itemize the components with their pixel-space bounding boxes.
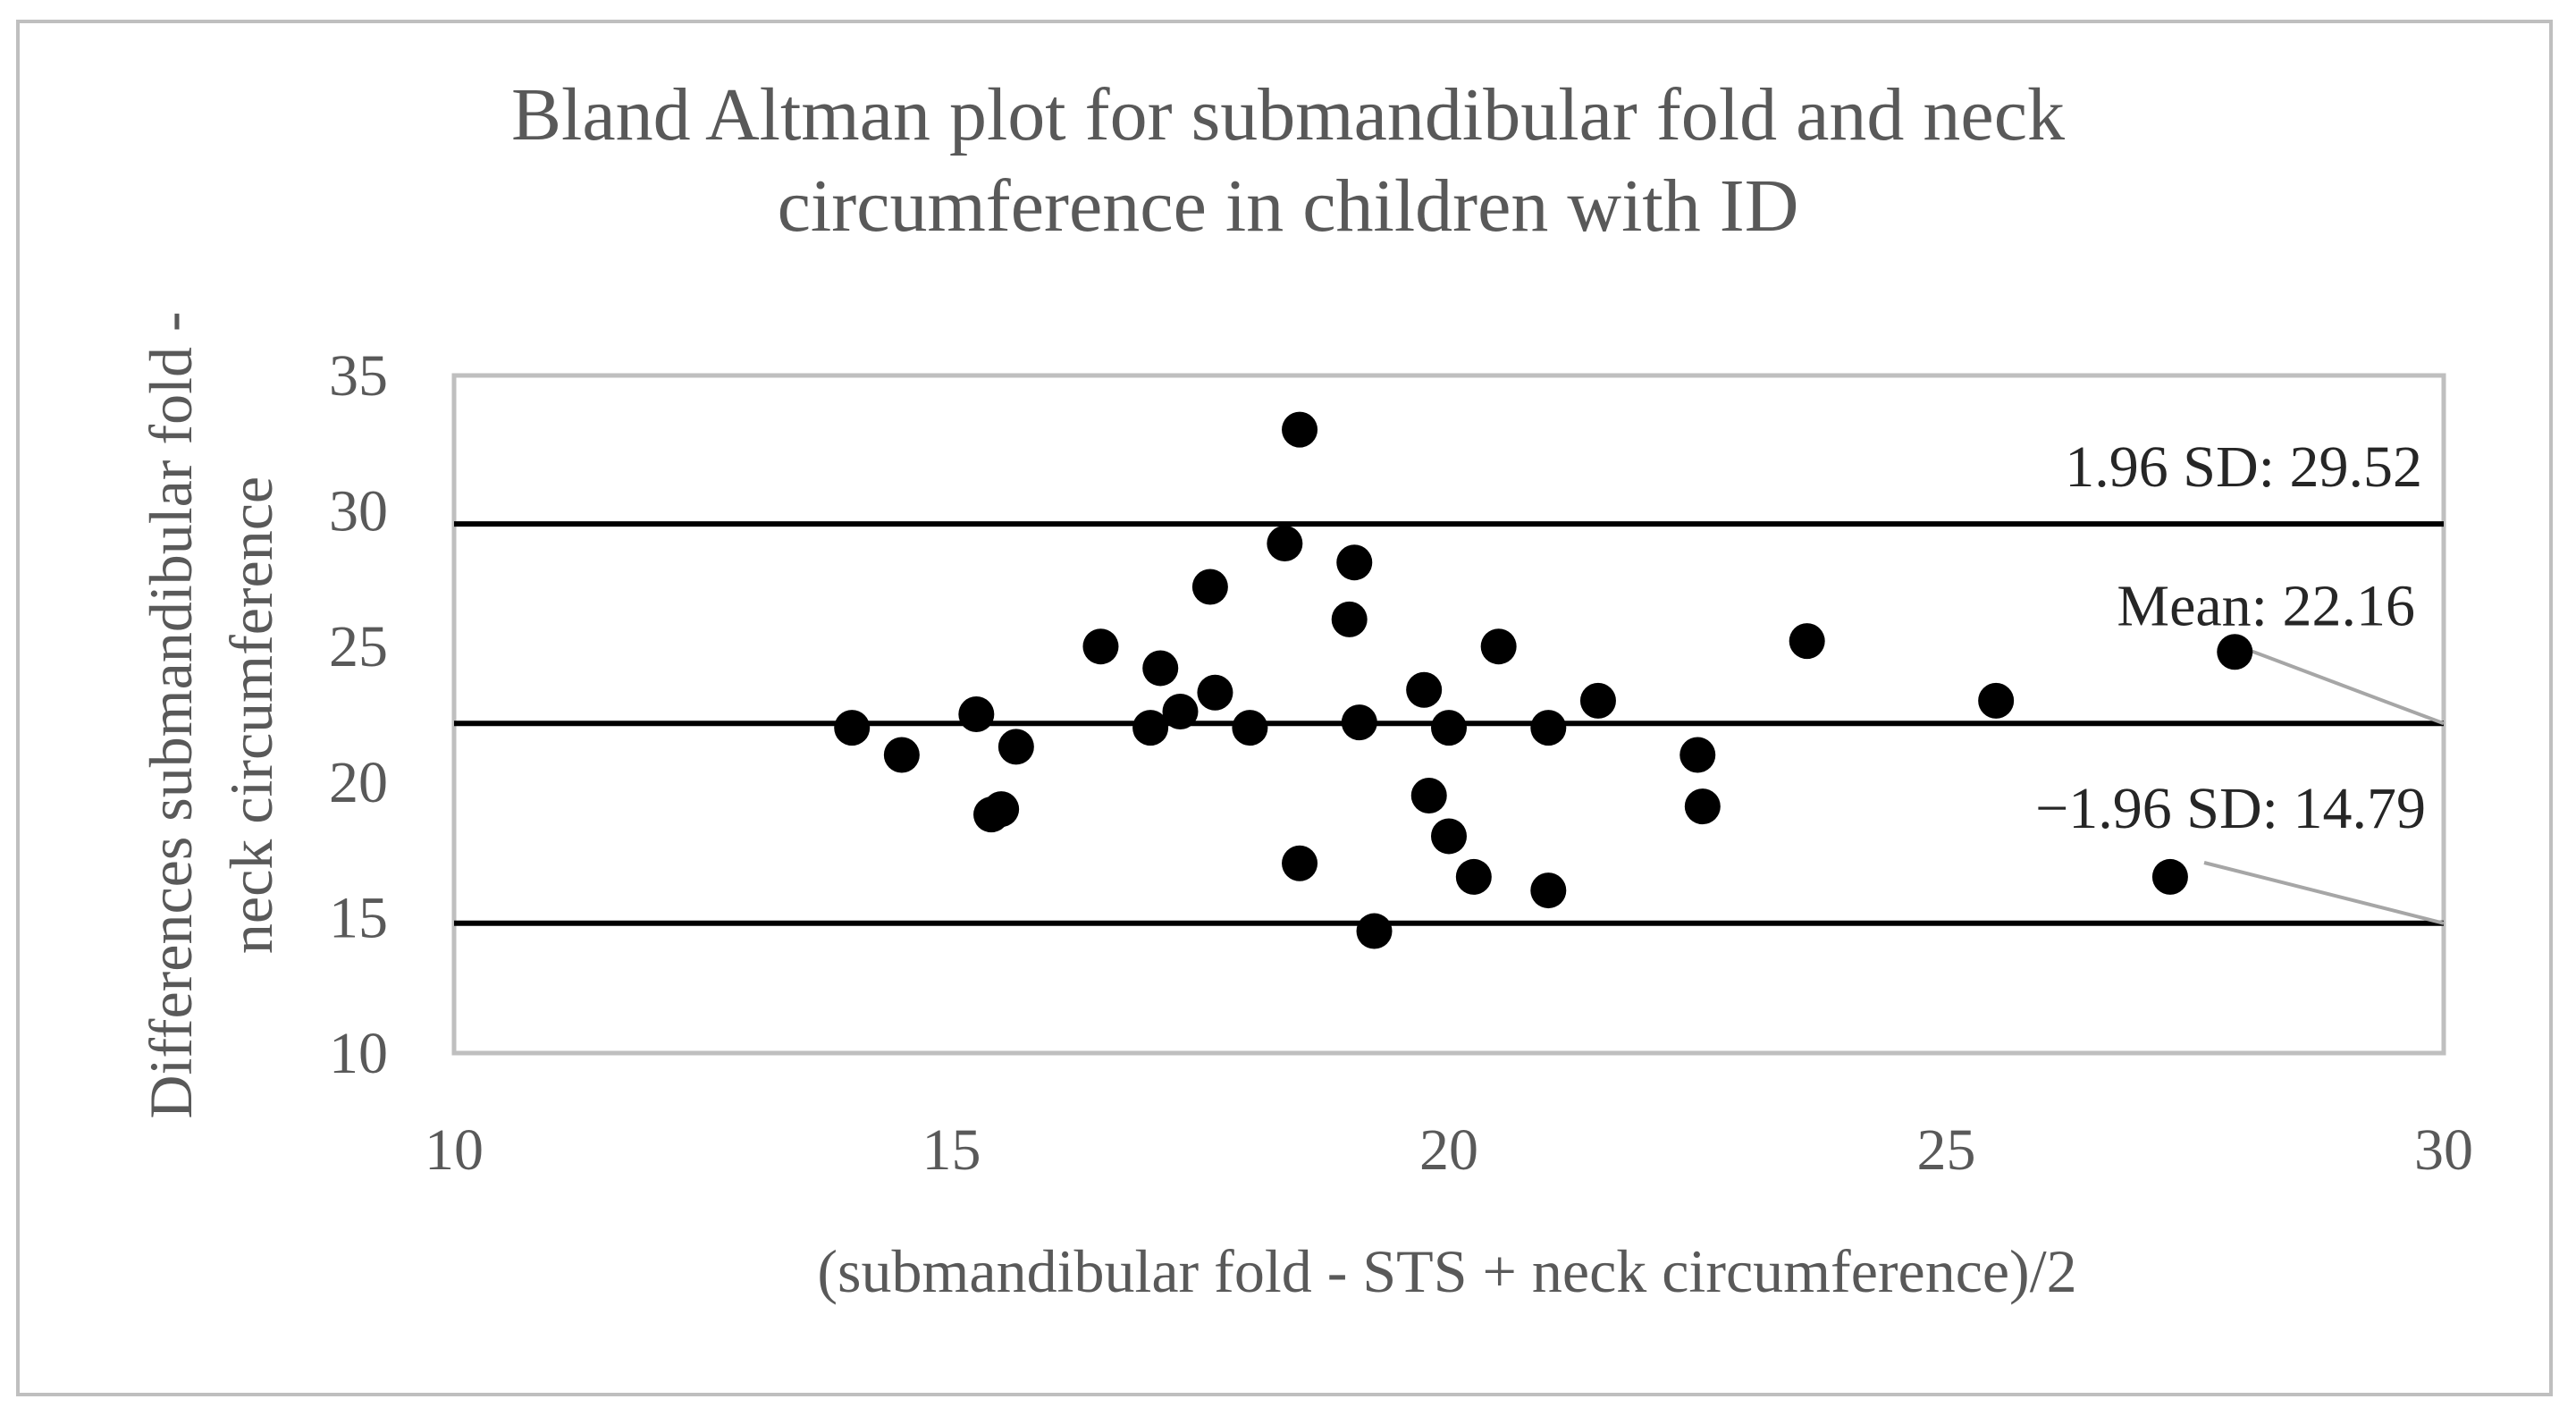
- y-tick-label: 35: [329, 343, 388, 409]
- data-point: [1282, 411, 1318, 448]
- x-tick-label: 30: [2414, 1117, 2473, 1183]
- data-point: [1530, 710, 1567, 746]
- y-tick-label: 30: [329, 479, 388, 544]
- data-point: [998, 729, 1034, 765]
- label-leader-line: [2243, 646, 2445, 726]
- data-point: [1789, 623, 1825, 660]
- data-point: [1162, 693, 1199, 729]
- data-point: [1336, 544, 1373, 581]
- reference-line-label: 1.96 SD: 29.52: [2065, 434, 2422, 500]
- x-tick-label: 20: [1419, 1117, 1478, 1183]
- data-point: [2217, 634, 2253, 670]
- data-point: [1232, 710, 1268, 746]
- data-point: [1455, 858, 1492, 895]
- data-point: [1410, 777, 1447, 813]
- reference-lines: 1.96 SD: 29.52 Mean: 22.16 −1.96 SD: 14.79: [454, 434, 2445, 926]
- x-tick-label: 25: [1917, 1117, 1976, 1183]
- reference-line-label: Mean: 22.16: [2117, 573, 2415, 638]
- plot-area: [451, 373, 2446, 1056]
- x-tick-label: 10: [425, 1117, 484, 1183]
- chart-frame: [16, 20, 2553, 1396]
- data-points: [834, 411, 2253, 949]
- y-axis-ticks: 10 15 20 25 30 35: [329, 343, 388, 1086]
- x-tick-label: 15: [922, 1117, 981, 1183]
- y-tick-label: 10: [329, 1021, 388, 1086]
- y-tick-label: 25: [329, 614, 388, 679]
- data-point: [1579, 682, 1616, 719]
- reference-line-label: −1.96 SD: 14.79: [2035, 776, 2426, 841]
- y-axis-title: Differences submandibular fold - neck cir…: [137, 311, 285, 1118]
- data-point: [1331, 601, 1368, 637]
- chart-title: Bland Altman plot for submandibular fold…: [511, 73, 2065, 248]
- data-point: [2151, 858, 2188, 895]
- data-point: [1197, 674, 1233, 711]
- x-axis-title: (submandibular fold - STS + neck circumf…: [817, 1237, 2076, 1305]
- y-axis-title-line: neck circumference: [217, 476, 285, 954]
- data-point: [1341, 704, 1377, 741]
- data-point: [1406, 671, 1443, 708]
- data-point: [883, 737, 920, 773]
- y-tick-label: 15: [329, 885, 388, 950]
- data-point: [1282, 845, 1318, 881]
- data-point: [834, 710, 871, 746]
- y-axis-title-line: Differences submandibular fold -: [137, 311, 205, 1118]
- data-point: [1191, 569, 1228, 605]
- label-leader-line: [2203, 861, 2445, 925]
- data-point: [1356, 913, 1393, 949]
- data-point: [1978, 682, 2015, 719]
- data-point: [1267, 525, 1303, 561]
- data-point: [1480, 628, 1517, 665]
- data-point: [1431, 710, 1467, 746]
- data-point: [1431, 818, 1467, 855]
- y-tick-label: 20: [329, 750, 388, 815]
- x-axis-ticks: 10 15 20 25 30: [425, 1117, 2473, 1183]
- data-point: [1132, 710, 1169, 746]
- data-point: [1679, 737, 1716, 773]
- data-point: [983, 791, 1020, 828]
- data-point: [1530, 872, 1567, 909]
- data-point: [1142, 650, 1179, 687]
- data-point: [958, 696, 995, 732]
- data-point: [1082, 628, 1119, 665]
- data-point: [1684, 788, 1721, 825]
